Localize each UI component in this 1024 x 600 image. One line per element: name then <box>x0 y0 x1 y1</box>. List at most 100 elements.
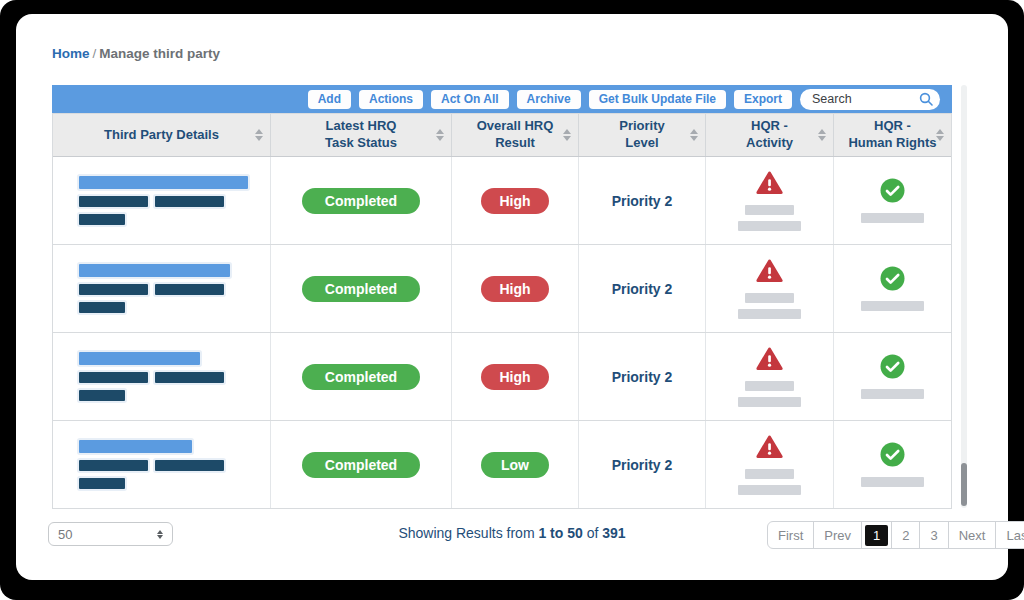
hrq-result-badge: High <box>481 276 549 302</box>
task-status-cell: Completed <box>271 157 452 244</box>
third-party-table: Third Party Details Latest HRQTask Statu… <box>52 113 952 509</box>
column-header-label: PriorityLevel <box>619 118 665 152</box>
pagination-next-button[interactable]: Next <box>949 522 997 548</box>
check-icon <box>880 178 905 203</box>
redacted-text-bar <box>738 397 801 407</box>
search-box[interactable] <box>800 89 940 110</box>
toolbar: Add Actions Act On All Archive Get Bulk … <box>52 85 952 113</box>
export-button[interactable]: Export <box>734 90 792 109</box>
column-header-label: HQR -Human Rights <box>848 118 936 152</box>
hrq-result-cell: High <box>452 157 579 244</box>
warning-icon <box>756 259 783 283</box>
priority-label: Priority 2 <box>612 369 673 385</box>
check-icon <box>880 442 905 467</box>
column-header-priority-level[interactable]: PriorityLevel <box>579 114 706 156</box>
redacted-text-bar <box>861 477 924 487</box>
third-party-details-cell <box>53 157 271 244</box>
redacted-text-bar <box>861 213 924 223</box>
warning-icon <box>756 347 783 371</box>
third-party-details-cell <box>53 333 271 420</box>
pagination: First Prev 1 2 3 Next Last <box>767 521 1024 549</box>
search-input[interactable] <box>810 91 919 107</box>
hqr-activity-cell <box>706 245 834 332</box>
column-header-hqr-human-rights[interactable]: HQR -Human Rights <box>834 114 951 156</box>
redacted-text-bar <box>155 460 224 471</box>
hrq-result-badge: High <box>481 188 549 214</box>
pagination-last-button[interactable]: Last <box>996 522 1024 548</box>
task-status-cell: Completed <box>271 333 452 420</box>
hrq-result-badge: High <box>481 364 549 390</box>
task-status-badge: Completed <box>302 188 420 214</box>
pagination-page-1-button[interactable]: 1 <box>862 522 892 548</box>
priority-cell: Priority 2 <box>579 421 706 508</box>
sort-icon[interactable] <box>255 129 263 141</box>
column-header-latest-hrq-task-status[interactable]: Latest HRQTask Status <box>271 114 452 156</box>
redacted-text-bar <box>745 381 794 391</box>
get-bulk-update-file-button[interactable]: Get Bulk Update File <box>589 90 726 109</box>
redacted-detail-line <box>79 372 224 383</box>
task-status-badge: Completed <box>302 452 420 478</box>
pagination-page-3-button[interactable]: 3 <box>920 522 948 548</box>
app-panel: Home/Manage third party Add Actions Act … <box>16 14 1008 580</box>
column-header-third-party-details[interactable]: Third Party Details <box>53 114 271 156</box>
table-header-row: Third Party Details Latest HRQTask Statu… <box>53 114 951 157</box>
sort-icon[interactable] <box>563 129 571 141</box>
redacted-text-bar <box>79 302 125 313</box>
redacted-text-bar <box>155 284 224 295</box>
hrq-result-cell: High <box>452 333 579 420</box>
pagination-first-button[interactable]: First <box>768 522 814 548</box>
redacted-detail-line <box>79 196 224 207</box>
check-icon <box>880 354 905 379</box>
scrollbar-thumb[interactable] <box>961 463 967 506</box>
scrollbar-track[interactable] <box>961 85 967 508</box>
redacted-text-bar <box>79 284 148 295</box>
column-header-label: Third Party Details <box>104 127 219 144</box>
hqr-human-rights-cell <box>834 157 951 244</box>
sort-icon[interactable] <box>936 129 944 141</box>
sort-icon[interactable] <box>436 129 444 141</box>
priority-cell: Priority 2 <box>579 245 706 332</box>
table-row: Completed High Priority 2 <box>53 245 951 333</box>
act-on-all-button[interactable]: Act On All <box>431 90 509 109</box>
redacted-text-bar <box>79 214 125 225</box>
task-status-badge: Completed <box>302 364 420 390</box>
device-frame: Home/Manage third party Add Actions Act … <box>0 0 1024 600</box>
hqr-human-rights-cell <box>834 421 951 508</box>
warning-icon <box>756 171 783 195</box>
priority-label: Priority 2 <box>612 281 673 297</box>
hrq-result-cell: Low <box>452 421 579 508</box>
pagination-page-2-button[interactable]: 2 <box>892 522 920 548</box>
column-header-hqr-activity[interactable]: HQR -Activity <box>706 114 834 156</box>
check-icon <box>880 266 905 291</box>
pagination-prev-button[interactable]: Prev <box>814 522 862 548</box>
breadcrumb-separator: / <box>90 46 100 61</box>
redacted-detail-line <box>79 284 224 295</box>
add-button[interactable]: Add <box>308 90 351 109</box>
task-status-cell: Completed <box>271 245 452 332</box>
breadcrumb-home-link[interactable]: Home <box>52 46 90 61</box>
third-party-details-cell <box>53 245 271 332</box>
column-header-overall-hrq-result[interactable]: Overall HRQResult <box>452 114 579 156</box>
task-status-badge: Completed <box>302 276 420 302</box>
third-party-details-cell <box>53 421 271 508</box>
column-header-label: Latest HRQTask Status <box>325 118 397 152</box>
sort-icon[interactable] <box>690 129 698 141</box>
priority-cell: Priority 2 <box>579 157 706 244</box>
redacted-text-bar <box>861 389 924 399</box>
task-status-cell: Completed <box>271 421 452 508</box>
hrq-result-badge: Low <box>481 452 549 478</box>
sort-icon[interactable] <box>818 129 826 141</box>
redacted-text-bar <box>79 478 125 489</box>
redacted-text-bar <box>155 372 224 383</box>
priority-label: Priority 2 <box>612 457 673 473</box>
archive-button[interactable]: Archive <box>517 90 581 109</box>
hqr-activity-cell <box>706 421 834 508</box>
breadcrumb: Home/Manage third party <box>52 46 220 61</box>
search-icon[interactable] <box>919 92 933 106</box>
actions-button[interactable]: Actions <box>359 90 423 109</box>
redacted-name-bar <box>79 176 248 189</box>
redacted-detail-line <box>79 460 224 471</box>
column-header-label: Overall HRQResult <box>477 118 554 152</box>
redacted-text-bar <box>79 390 125 401</box>
redacted-text-bar <box>738 221 801 231</box>
